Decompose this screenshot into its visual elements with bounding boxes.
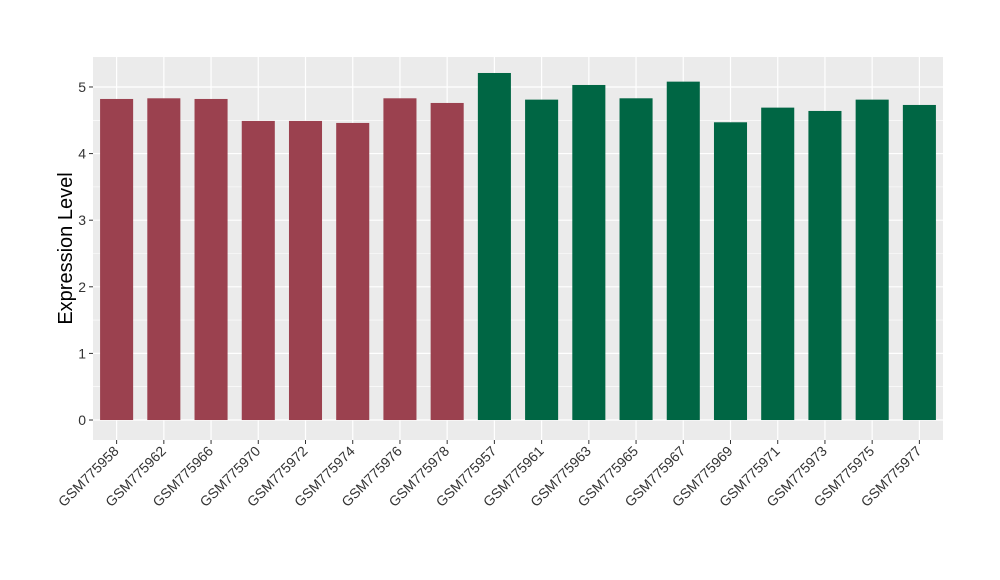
bar: [336, 122, 370, 421]
y-axis-title: Expression Level: [55, 172, 77, 324]
bar: [241, 120, 275, 421]
bar: [525, 99, 559, 421]
bar: [572, 84, 606, 421]
bar: [761, 107, 795, 421]
x-axis: GSM775958GSM775962GSM775966GSM775970GSM7…: [55, 440, 925, 510]
y-tick-label: 3: [78, 212, 86, 228]
bar: [100, 98, 134, 421]
bar: [430, 102, 464, 421]
bar: [383, 98, 417, 421]
y-tick-label: 2: [78, 279, 86, 295]
bar: [477, 72, 511, 421]
bar: [713, 122, 748, 421]
bar: [808, 110, 842, 421]
bars: [100, 72, 936, 421]
y-axis: 0 1 2 3 4 5: [78, 79, 93, 428]
y-tick-label: 0: [78, 412, 86, 428]
y-tick-label: 4: [78, 146, 86, 162]
y-tick-label: 5: [78, 79, 86, 95]
plot-panel: [93, 57, 943, 440]
bar: [147, 98, 181, 421]
bar: [666, 81, 700, 421]
bar: [855, 99, 889, 421]
y-tick-label: 1: [78, 345, 86, 361]
bar: [619, 98, 653, 421]
bar: [288, 120, 323, 421]
bar: [194, 98, 228, 421]
bar: [902, 104, 936, 421]
